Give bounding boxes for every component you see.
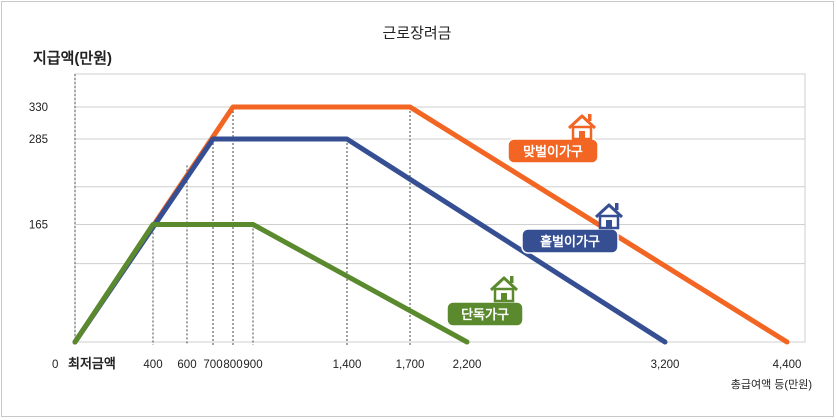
y-axis-label: 지급액(만원) <box>33 49 112 67</box>
x-tick-label: 3,200 <box>651 359 680 371</box>
house-door <box>501 293 507 301</box>
series-tag-2: 단독가구 <box>446 276 524 327</box>
x-tick-label: 700 <box>203 359 222 371</box>
house-roof <box>594 203 624 219</box>
x-tick-label: 4,400 <box>773 359 802 371</box>
series-tag-1: 홑벌이가구 <box>521 203 624 254</box>
series-tag-0: 맞벌이가구 <box>507 114 599 164</box>
x-tick-label: 800 <box>223 359 242 371</box>
series-tag-box <box>507 138 599 164</box>
x-tick-label: 1,700 <box>396 359 425 371</box>
x-axis-label: 총급여액 등(만원) <box>731 378 812 391</box>
x-tick-label: 1,400 <box>333 359 362 371</box>
house-door <box>579 131 585 139</box>
series-tag-box <box>521 228 619 254</box>
house-icon <box>594 203 624 230</box>
house-roof <box>567 114 597 130</box>
y-tick-label: 0 <box>52 359 58 371</box>
series-tag-label: 맞벌이가구 <box>523 144 583 159</box>
house-chimney <box>615 203 619 210</box>
house-icon <box>567 114 597 141</box>
series-tag-label: 단독가구 <box>461 307 509 322</box>
series-tag-box <box>446 301 524 327</box>
y-tick-label: 165 <box>29 220 48 232</box>
min-wage-label: 최저금액 <box>68 356 116 371</box>
x-tick-label: 900 <box>243 359 262 371</box>
y-tick-label: 330 <box>29 102 48 114</box>
x-tick-label: 400 <box>143 359 162 371</box>
house-chimney <box>510 276 514 283</box>
house-door <box>606 220 612 228</box>
x-tick-label: 2,200 <box>453 359 482 371</box>
series-line-2 <box>72 222 470 345</box>
series-tag-label: 홑벌이가구 <box>540 234 600 249</box>
house-chimney <box>588 114 592 121</box>
house-icon <box>489 276 519 303</box>
plot-area <box>74 73 806 343</box>
house-roof <box>489 276 519 292</box>
x-tick-label: 600 <box>177 359 196 371</box>
chart-title: 근로장려금 <box>382 25 451 42</box>
y-tick-label: 285 <box>29 134 48 146</box>
